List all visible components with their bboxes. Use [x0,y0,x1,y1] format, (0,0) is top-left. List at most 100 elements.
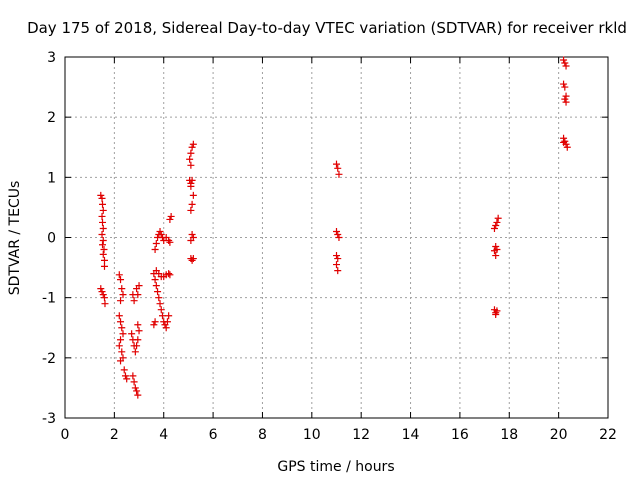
data-point [100,294,108,302]
data-point [151,246,159,254]
data-point [134,291,142,299]
data-point [492,243,500,251]
data-point [166,215,174,223]
data-point [334,267,342,275]
data-point [118,348,126,356]
data-point [133,387,141,395]
grid [65,57,608,418]
data-points [97,56,571,399]
data-point [155,294,163,302]
data-point [117,336,125,344]
y-tick-label: -1 [42,291,56,307]
y-tick-label: 0 [47,231,56,247]
data-point [97,191,105,199]
data-point [560,80,568,88]
data-point [334,255,342,263]
data-point [135,282,143,290]
data-point [152,240,160,248]
x-tick-label: 12 [352,427,370,443]
data-point [99,237,107,245]
data-point [117,357,125,365]
data-point [134,321,142,329]
y-tick-label: -3 [42,411,56,427]
data-point [490,224,498,232]
data-point [188,143,196,151]
data-point [100,246,108,254]
data-point [150,321,158,329]
data-point [186,155,194,163]
x-tick-label: 4 [159,427,168,443]
data-point [134,391,142,399]
y-axis-label: SDTVAR / TECUs [7,181,23,296]
data-point [187,149,195,157]
data-point [333,261,340,269]
data-point [187,206,195,214]
data-point [134,336,142,344]
data-point [156,227,164,235]
data-point [118,285,126,293]
data-point [493,218,501,226]
y-tick-label: -2 [42,351,56,367]
data-point [333,227,340,235]
data-point [166,271,174,279]
x-tick-label: 20 [550,427,568,443]
x-tick-label: 8 [258,427,267,443]
y-tick-label: 3 [47,50,56,66]
data-point [151,318,159,326]
data-point [156,300,164,308]
y-tick-label: 1 [47,170,56,186]
data-point [118,324,126,332]
data-point [166,238,174,246]
data-point [119,330,127,338]
data-point [189,234,197,241]
x-tick-label: 0 [61,427,70,443]
data-point [123,375,131,383]
data-point [158,312,166,320]
chart-title: Day 175 of 2018, Sidereal Day-to-day VTE… [27,19,627,37]
data-point [97,285,105,293]
y-tick-label: 2 [47,110,56,126]
x-axis-label: GPS time / hours [277,459,394,475]
data-point [99,291,107,299]
data-point [129,372,137,380]
data-point [188,176,196,184]
data-point [163,318,171,326]
data-point [162,324,170,332]
data-point [99,218,107,226]
data-point [189,191,197,199]
data-point [99,250,107,258]
data-point [187,182,195,190]
data-point [131,384,139,392]
data-point [187,161,195,169]
data-point [334,230,342,238]
data-point [189,255,197,263]
data-point [562,62,570,70]
data-point [562,92,570,100]
data-point [100,256,108,264]
data-point [115,271,123,279]
data-point [98,212,106,220]
data-point [493,307,501,315]
data-point [335,170,343,178]
data-point [562,98,570,106]
data-point [115,312,123,320]
data-point [117,276,125,284]
data-point [128,330,136,338]
data-point [560,56,568,64]
data-point [188,200,196,208]
data-point [165,312,173,320]
data-point [561,137,569,145]
data-point [119,291,127,299]
data-point [117,297,125,305]
data-point [563,143,571,151]
data-point [492,311,500,319]
data-point [157,230,165,238]
x-tick-label: 10 [303,427,321,443]
data-point [335,234,343,241]
data-point [99,206,107,214]
data-point [189,140,197,148]
data-point [561,83,569,91]
x-tick-label: 22 [599,427,617,443]
